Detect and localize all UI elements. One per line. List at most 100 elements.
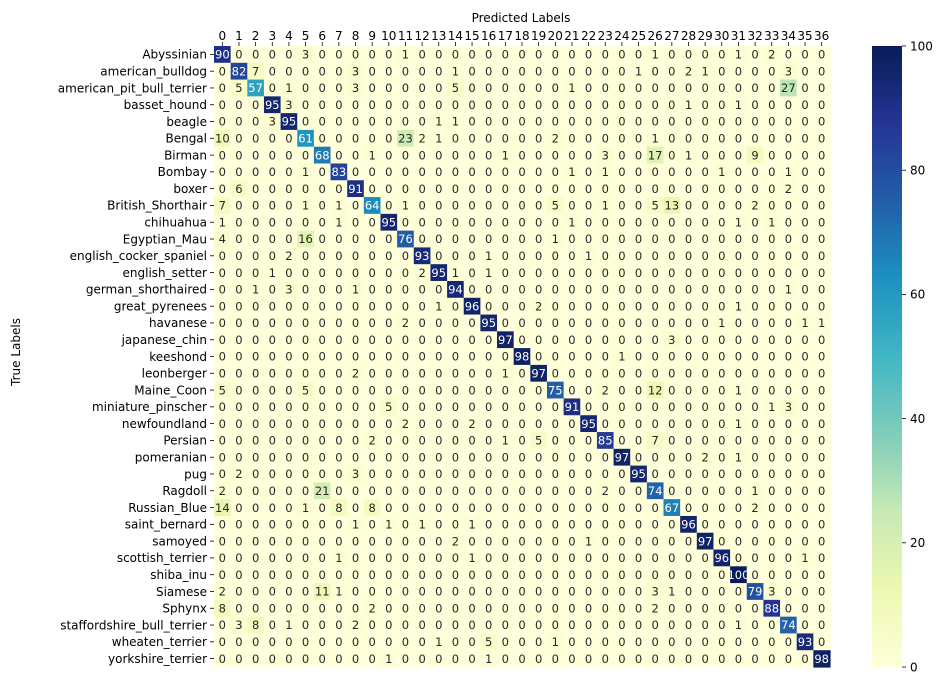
heatmap-cell	[813, 163, 831, 181]
cell-value-label: 0	[285, 266, 292, 280]
cell-value-label: 0	[335, 299, 342, 313]
heatmap-cell	[580, 113, 598, 131]
cell-value-label: 0	[385, 199, 392, 213]
heatmap-cell	[397, 79, 415, 97]
cell-value-label: 95	[265, 98, 280, 112]
cell-value-label: 0	[402, 266, 409, 280]
y-tick-label: havanese	[149, 316, 207, 330]
heatmap-cell	[813, 62, 831, 81]
cell-value-label: 85	[598, 434, 613, 448]
heatmap-cell	[363, 247, 382, 265]
cell-value-label: 0	[235, 400, 242, 414]
cell-value-label: 0	[418, 484, 425, 498]
cell-value-label: 0	[269, 48, 276, 62]
cell-value-label: 0	[668, 350, 675, 364]
x-tick-label: 22	[581, 29, 596, 43]
cell-value-label: 0	[235, 585, 242, 599]
cell-value-label: 0	[568, 333, 575, 347]
cell-value-label: 4	[219, 232, 226, 246]
cell-value-label: 1	[801, 316, 808, 330]
cell-value-label: 0	[352, 98, 359, 112]
heatmap-cell	[713, 146, 731, 165]
heatmap-cell	[480, 46, 498, 64]
heatmap-cell	[613, 113, 631, 131]
cell-value-label: 0	[718, 652, 725, 666]
cell-value-label: 0	[418, 551, 425, 565]
x-tick-label: 27	[664, 29, 679, 43]
cell-value-label: 3	[352, 467, 359, 481]
cell-value-label: 0	[668, 165, 675, 179]
cell-value-label: 0	[418, 81, 425, 95]
cell-value-label: 0	[685, 266, 692, 280]
heatmap-cell	[663, 129, 681, 148]
cell-value-label: 0	[435, 484, 442, 498]
heatmap-cell	[263, 79, 282, 97]
cell-value-label: 0	[302, 417, 309, 431]
cell-value-label: 0	[785, 249, 792, 263]
cell-value-label: 64	[365, 199, 380, 213]
cell-value-label: 0	[568, 350, 575, 364]
cell-value-label: 0	[385, 534, 392, 548]
cell-value-label: 0	[585, 601, 592, 615]
y-tick-label: english_cocker_spaniel	[70, 249, 207, 263]
y-tick-label: japanese_chin	[121, 333, 207, 347]
heatmap-cell	[696, 163, 715, 181]
cell-value-label: 0	[785, 551, 792, 565]
heatmap-cell	[297, 180, 315, 198]
cell-value-label: 0	[319, 350, 326, 364]
cell-value-label: 75	[548, 383, 563, 397]
cell-value-label: 0	[735, 115, 742, 129]
cell-value-label: 0	[518, 434, 525, 448]
cell-value-label: 0	[502, 635, 509, 649]
cell-value-label: 1	[585, 249, 592, 263]
heatmap-cell	[463, 129, 481, 148]
cell-value-label: 0	[418, 568, 425, 582]
cell-value-label: 0	[602, 98, 609, 112]
heatmap-cell	[613, 230, 631, 249]
cell-value-label: 2	[368, 601, 375, 615]
heatmap-cell	[497, 129, 515, 148]
cell-value-label: 0	[452, 383, 459, 397]
cell-value-label: 0	[319, 199, 326, 213]
cell-value-label: 0	[701, 249, 708, 263]
cell-value-label: 0	[685, 417, 692, 431]
cell-value-label: 0	[785, 417, 792, 431]
cell-value-label: 0	[552, 518, 559, 532]
cell-value-label: 0	[468, 48, 475, 62]
cell-value-label: 0	[485, 366, 492, 380]
cell-value-label: 0	[685, 48, 692, 62]
heatmap-cell	[430, 113, 448, 131]
cell-value-label: 0	[352, 215, 359, 229]
cell-value-label: 0	[418, 316, 425, 330]
cell-value-label: 0	[768, 366, 775, 380]
cell-value-label: 0	[402, 450, 409, 464]
cell-value-label: 0	[818, 266, 825, 280]
heatmap-cell	[413, 163, 432, 181]
heatmap-cell	[330, 146, 348, 165]
cell-value-label: 0	[535, 450, 542, 464]
cell-value-label: 1	[685, 148, 692, 162]
cell-value-label: 0	[452, 601, 459, 615]
cell-value-label: 0	[768, 266, 775, 280]
cell-value-label: 0	[552, 182, 559, 196]
heatmap-cell	[596, 247, 615, 265]
heatmap-cell	[363, 146, 382, 165]
heatmap-cell	[214, 79, 232, 97]
heatmap-cell	[546, 247, 565, 265]
cell-value-label: 95	[481, 316, 496, 330]
cell-value-label: 0	[418, 64, 425, 78]
cell-value-label: 14	[215, 501, 230, 515]
cell-value-label: 0	[635, 383, 642, 397]
cell-value-label: 0	[751, 551, 758, 565]
cell-value-label: 2	[785, 182, 792, 196]
cell-value-label: 0	[535, 501, 542, 515]
cell-value-label: 0	[751, 165, 758, 179]
colorbar-tick-label: 40	[910, 412, 925, 426]
cell-value-label: 1	[269, 266, 276, 280]
cell-value-label: 0	[402, 165, 409, 179]
cell-value-label: 0	[518, 148, 525, 162]
heatmap-cell	[214, 247, 232, 265]
cell-value-label: 8	[368, 501, 375, 515]
heatmap-cell	[646, 146, 665, 165]
cell-value-label: 0	[269, 534, 276, 548]
